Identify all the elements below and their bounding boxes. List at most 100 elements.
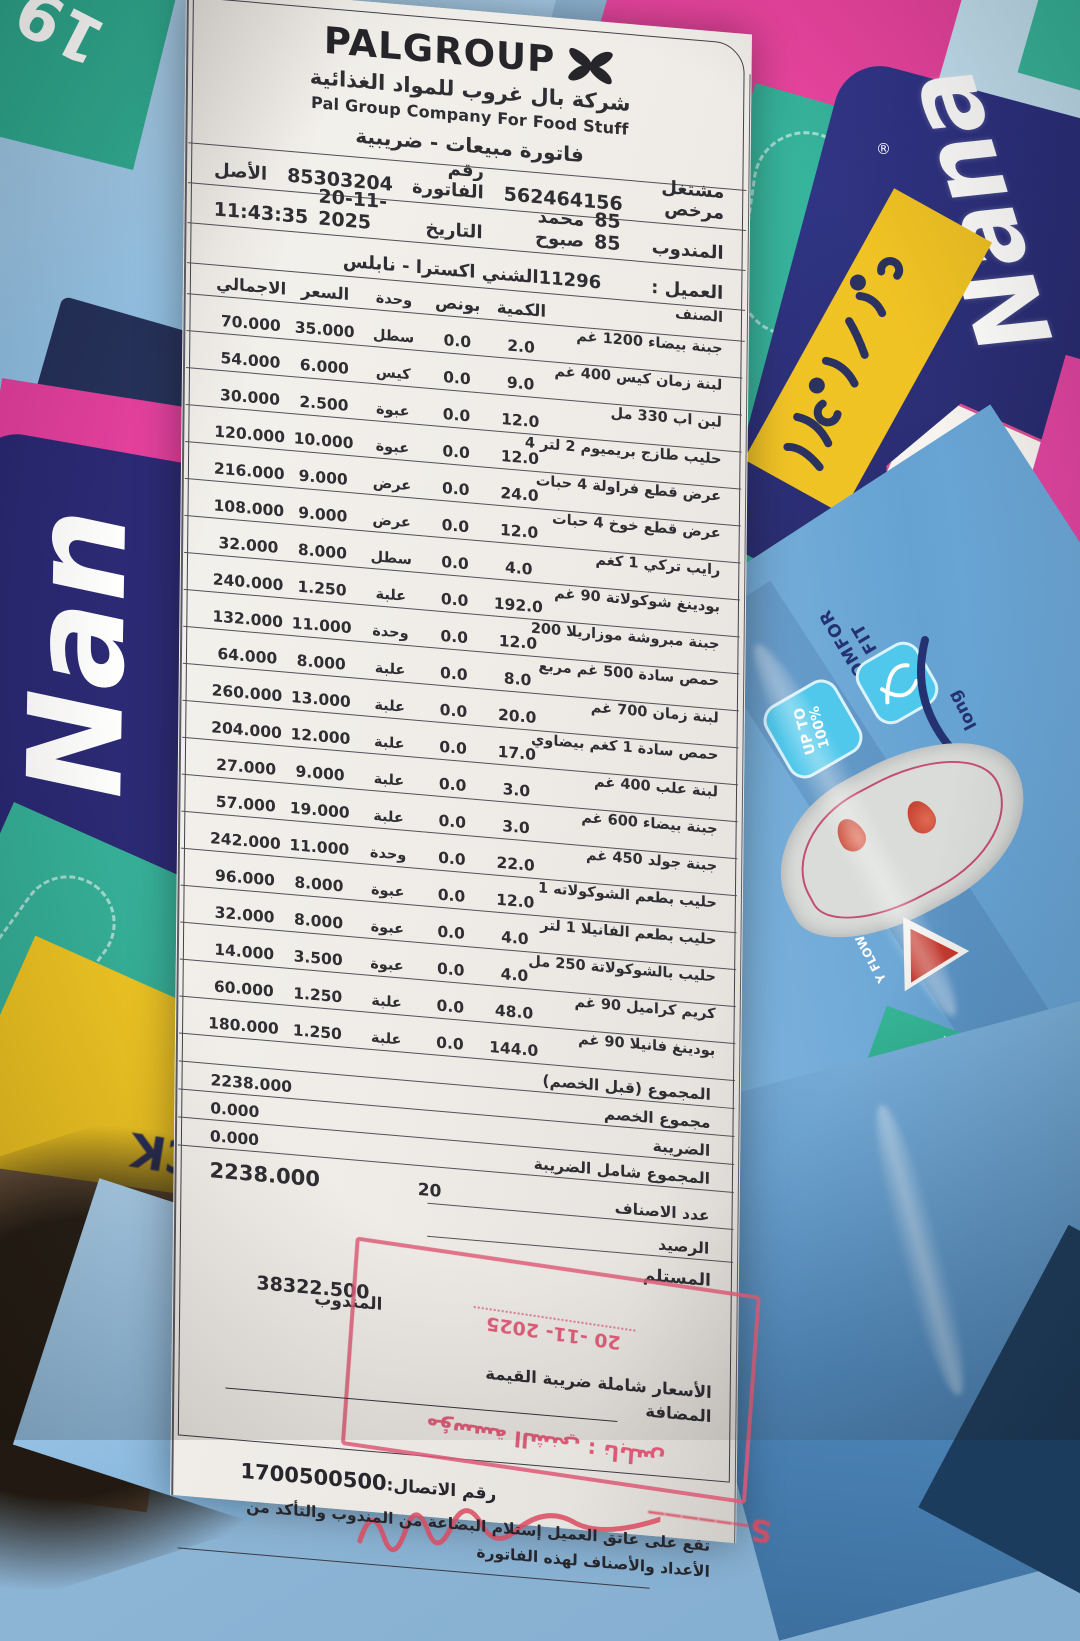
item-bonus: 0.0	[440, 663, 468, 685]
swirl-badge-icon	[849, 635, 945, 731]
item-total: 27.000	[216, 755, 277, 779]
item-bonus: 0.0	[442, 441, 470, 463]
item-total: 242.000	[209, 829, 281, 854]
item-qty: 22.0	[496, 853, 535, 875]
contact-number: 1700500500	[240, 1458, 387, 1496]
item-total: 204.000	[211, 718, 282, 743]
item-price: 11.000	[289, 835, 350, 860]
item-price: 8.000	[294, 873, 344, 896]
item-total: 64.000	[217, 644, 278, 668]
item-unit: علبة	[373, 808, 404, 827]
item-price: 8.000	[293, 910, 344, 933]
item-price: 3.500	[293, 947, 343, 970]
item-price: 13.000	[290, 688, 351, 712]
item-bonus: 0.0	[442, 405, 471, 426]
invoice-receipt: PALGROUP شركة بال غروب للمواد الغذائية P…	[170, 0, 773, 1581]
item-bonus: 0.0	[436, 959, 465, 980]
item-total: 14.000	[214, 940, 275, 964]
item-price: 9.000	[298, 503, 348, 526]
items-table: جبنة بيضاء 1200 غم 2.0 0.0 سطل 35.000 70…	[205, 296, 723, 1079]
items-count-value: 20	[417, 1179, 442, 1202]
item-bonus: 0.0	[436, 1033, 464, 1054]
item-unit: سطل	[370, 548, 412, 569]
item-bonus: 0.0	[438, 774, 467, 796]
item-total: 260.000	[211, 681, 283, 706]
item-total: 54.000	[220, 348, 281, 373]
item-unit: علبة	[373, 734, 405, 753]
rep-name: محمد صبوح	[534, 206, 585, 253]
item-bonus: 0.0	[441, 515, 470, 537]
item-bonus: 0.0	[441, 552, 469, 574]
rep-code: 85 85	[593, 208, 621, 256]
tax-value: 0.000	[209, 1127, 260, 1150]
item-bonus: 0.0	[443, 368, 471, 389]
invoice-date: 20-11-2025	[318, 185, 388, 234]
item-price: 19.000	[289, 798, 350, 823]
item-bonus: 0.0	[443, 331, 472, 352]
item-total: 108.000	[213, 496, 285, 521]
item-total: 60.000	[213, 977, 274, 1001]
item-qty: 144.0	[489, 1038, 539, 1061]
col-unit: وحدة	[375, 290, 413, 310]
item-bonus: 0.0	[436, 996, 465, 1017]
item-qty: 48.0	[494, 1001, 534, 1023]
item-price: 8.000	[297, 540, 348, 563]
item-bonus: 0.0	[439, 700, 468, 722]
item-total: 132.000	[212, 607, 284, 632]
item-qty: 192.0	[493, 594, 543, 617]
leaf-logo-icon	[563, 38, 617, 88]
item-qty: 3.0	[502, 780, 531, 801]
item-total: 70.000	[220, 312, 281, 336]
nana-logo-partial: Nan	[0, 507, 157, 800]
rep-label: المندوب	[651, 236, 724, 265]
invoice-time: 11:43:35	[213, 198, 309, 229]
item-price: 1.250	[292, 1021, 342, 1044]
tax-label: الضريبة	[652, 1137, 711, 1160]
item-unit: وحدة	[372, 622, 409, 643]
date-label: التاريخ	[425, 217, 483, 244]
item-price: 8.000	[296, 651, 346, 674]
item-bonus: 0.0	[440, 589, 469, 611]
item-price: 1.250	[293, 984, 343, 1007]
pack-count-label: 19	[3, 0, 117, 79]
item-bonus: 0.0	[437, 922, 465, 943]
item-unit: علبة	[373, 771, 405, 790]
item-bonus: 0.0	[437, 885, 466, 906]
yellow-slogan-band	[743, 188, 993, 514]
item-qty: 4.0	[504, 558, 533, 579]
item-total: 180.000	[208, 1013, 279, 1038]
item-bonus: 0.0	[440, 626, 469, 648]
item-price: 11.000	[291, 614, 352, 638]
item-unit: علبة	[374, 660, 406, 679]
col-total: الاجمالي	[216, 273, 287, 299]
item-unit: عبوة	[370, 918, 405, 938]
item-unit: عبوة	[370, 955, 404, 975]
item-unit: عبوة	[375, 438, 410, 458]
item-unit: عرض	[372, 512, 411, 532]
item-unit: عبوة	[370, 881, 405, 901]
item-qty: 12.0	[499, 520, 539, 543]
item-total: 57.000	[215, 792, 276, 816]
item-bonus: 0.0	[438, 811, 467, 833]
discount-value: 0.000	[210, 1099, 260, 1122]
customer-label: العميل :	[651, 276, 724, 305]
item-total: 96.000	[214, 866, 275, 890]
item-price: 9.000	[298, 466, 348, 489]
item-bonus: 0.0	[441, 478, 470, 500]
registered-mark-icon: ®	[876, 140, 891, 158]
item-total: 32.000	[214, 903, 275, 927]
item-price: 9.000	[295, 762, 345, 785]
item-price: 35.000	[294, 318, 355, 342]
item-qty: 2.0	[507, 336, 535, 357]
item-price: 1.250	[297, 577, 347, 600]
item-bonus: 0.0	[439, 737, 467, 759]
balance-label: الرصيد	[658, 1235, 710, 1258]
col-qty: الكمية	[496, 297, 547, 321]
item-unit: عرض	[372, 475, 412, 495]
item-qty: 3.0	[502, 817, 530, 838]
item-unit: عبوة	[375, 401, 410, 421]
item-total: 216.000	[213, 459, 285, 484]
item-unit: وحدة	[369, 844, 407, 864]
item-bonus: 0.0	[438, 848, 466, 869]
licensed-dealer-label: مشتغل مرخص	[661, 176, 725, 225]
